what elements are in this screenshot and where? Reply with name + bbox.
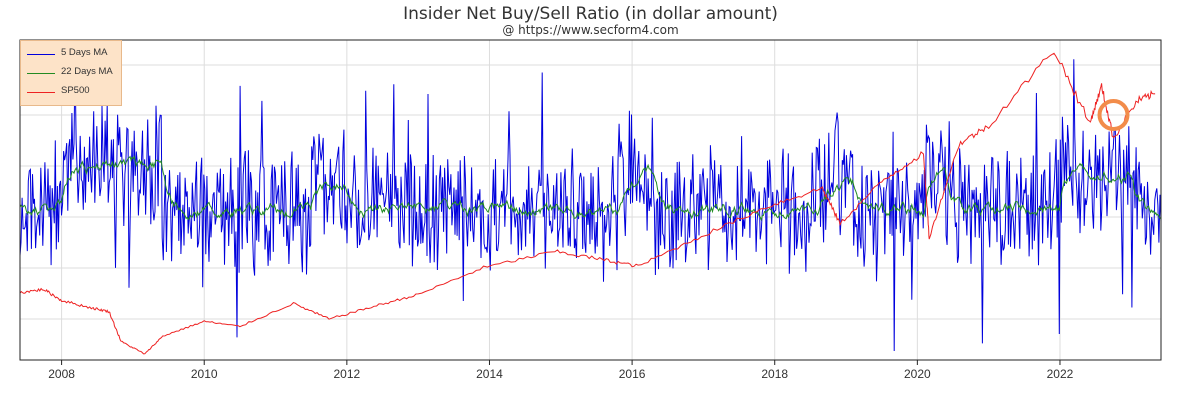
legend-item-5-days-ma: 5 Days MA: [27, 46, 119, 64]
plot-frame: [19, 39, 1162, 361]
chart-title: Insider Net Buy/Sell Ratio (in dollar am…: [403, 4, 778, 24]
x-axis: 2008 2010 2012 2014 2016 2018 2020 2022: [48, 360, 1074, 381]
highlight-circle: [1097, 99, 1130, 131]
legend-label-sp500: SP500: [61, 85, 90, 96]
series-5-days-ma: [19, 57, 1162, 352]
series-22-days-ma: [19, 155, 1162, 222]
line-5-days-ma: [19, 57, 1162, 352]
legend-label-5-days-ma: 5 Days MA: [61, 47, 108, 58]
legend-label-22-days-ma: 22 Days MA: [61, 66, 113, 77]
legend-swatch-22-days-ma: [27, 73, 55, 74]
line-22-days-ma: [19, 155, 1162, 222]
x-tick-label: 2018: [761, 367, 788, 381]
x-tick-label: 2020: [904, 367, 931, 381]
x-tick-label: 2010: [191, 367, 218, 381]
x-tick-label: 2012: [333, 367, 360, 381]
chart-subtitle: @ https://www.secform4.com: [502, 23, 679, 37]
legend: 5 Days MA 22 Days MA SP500: [20, 40, 122, 106]
legend-item-sp500: SP500: [27, 84, 119, 102]
legend-item-22-days-ma: 22 Days MA: [27, 65, 119, 83]
x-tick-label: 2014: [476, 367, 503, 381]
x-tick-label: 2016: [619, 367, 646, 381]
x-tick-label: 2008: [48, 367, 75, 381]
legend-swatch-sp500: [27, 92, 55, 93]
series-sp500: [19, 52, 1156, 355]
legend-swatch-5-days-ma: [27, 54, 55, 55]
line-sp500: [19, 52, 1156, 355]
x-tick-label: 2022: [1047, 367, 1074, 381]
highlight-circle-mark: [1097, 99, 1130, 131]
